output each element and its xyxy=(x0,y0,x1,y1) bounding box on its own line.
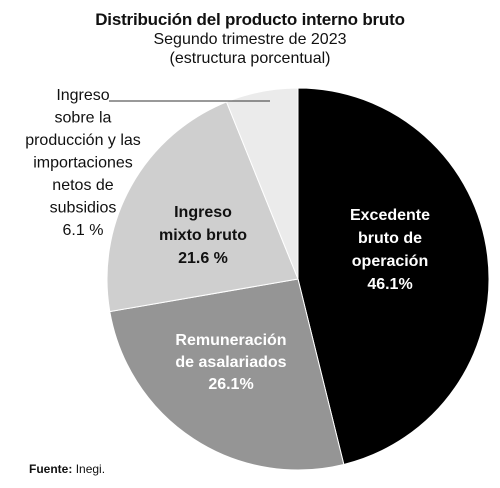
source-label: Fuente: xyxy=(29,462,73,476)
pie-labels: Excedente bruto de operación 46.1% Remunerac… xyxy=(25,87,430,393)
slice-label-3: Ingreso mixto bruto 21.6 % xyxy=(159,204,247,267)
slice-label-1: Excedente bruto de operación 46.1% xyxy=(350,207,430,293)
slice-label-2: Remuneración de asalariados 26.1% xyxy=(175,332,286,393)
source-note: Fuente: Inegi. xyxy=(29,462,105,476)
chart-title: Distribución del producto interno bruto xyxy=(95,10,405,29)
chart-subtitle-period: Segundo trimestre de 2023 xyxy=(153,31,347,48)
pie-slice-4 xyxy=(225,87,299,280)
pie-slice-1 xyxy=(297,87,490,466)
slice-label-4: Ingreso sobre la producción y las importaci… xyxy=(25,87,141,239)
pie-slices xyxy=(106,87,490,471)
source-value: Inegi. xyxy=(75,462,106,476)
chart-titles: Distribución del producto interno bruto … xyxy=(0,10,500,68)
pie-slice-2 xyxy=(109,278,345,471)
pie-slice-3 xyxy=(106,101,299,313)
chart-subtitle-unit: (estructura porcentual) xyxy=(169,50,331,67)
